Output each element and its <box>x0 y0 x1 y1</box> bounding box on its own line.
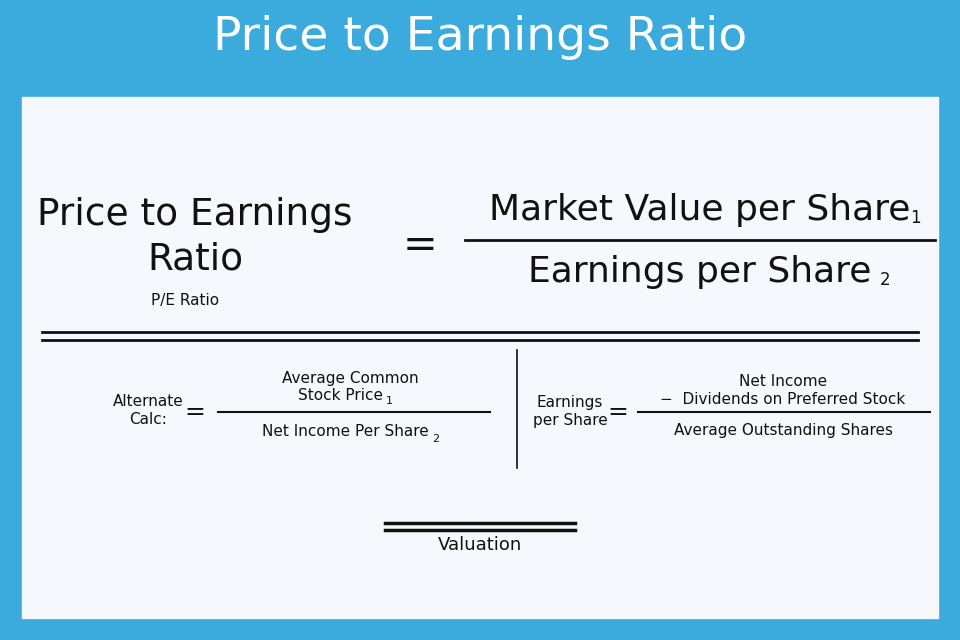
Text: Market Value per Share: Market Value per Share <box>490 193 911 227</box>
Text: 1: 1 <box>910 209 921 227</box>
Text: Net Income Per Share: Net Income Per Share <box>262 424 428 440</box>
Text: =: = <box>608 400 629 424</box>
Text: Ratio: Ratio <box>147 242 243 278</box>
Bar <box>22 97 938 618</box>
Text: Average Common: Average Common <box>281 371 419 385</box>
Text: Earnings: Earnings <box>537 394 603 410</box>
Text: Price to Earnings: Price to Earnings <box>37 197 352 233</box>
Text: Alternate: Alternate <box>112 394 183 410</box>
Text: per Share: per Share <box>533 413 608 428</box>
Text: 2: 2 <box>432 434 439 444</box>
Text: Price to Earnings Ratio: Price to Earnings Ratio <box>213 15 747 60</box>
Text: Net Income: Net Income <box>739 374 828 390</box>
Text: Earnings per Share: Earnings per Share <box>528 255 872 289</box>
Text: 1: 1 <box>386 396 393 406</box>
Bar <box>0 0 960 75</box>
Text: Calc:: Calc: <box>129 413 167 428</box>
Text: Valuation: Valuation <box>438 536 522 554</box>
Text: Stock Price: Stock Price <box>298 387 382 403</box>
Text: Average Outstanding Shares: Average Outstanding Shares <box>674 422 893 438</box>
Text: P/E Ratio: P/E Ratio <box>151 292 219 307</box>
Text: =: = <box>184 400 205 424</box>
Text: −  Dividends on Preferred Stock: − Dividends on Preferred Stock <box>660 392 905 406</box>
Text: =: = <box>402 224 438 266</box>
Text: 2: 2 <box>880 271 891 289</box>
